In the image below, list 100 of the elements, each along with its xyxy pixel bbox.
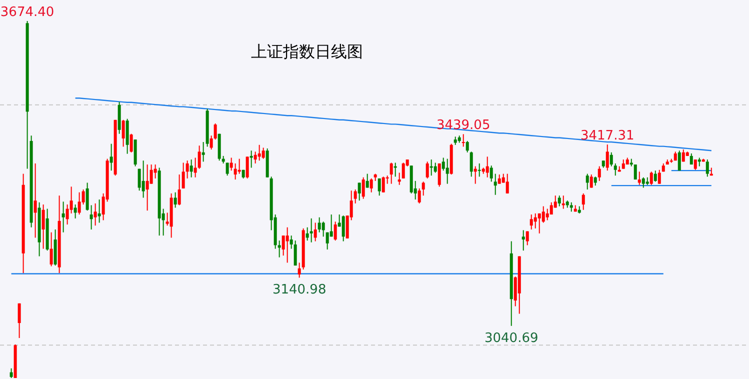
- candlestick: [50, 232, 53, 267]
- candlestick: [418, 188, 421, 204]
- candlestick: [582, 192, 585, 210]
- candlestick: [202, 142, 205, 162]
- candlestick: [606, 144, 609, 172]
- candlestick: [310, 218, 313, 243]
- candlestick: [638, 171, 641, 186]
- candlestick: [486, 156, 489, 178]
- candlestick: [422, 181, 425, 196]
- candlestick: [494, 173, 497, 196]
- candlestick: [74, 204, 77, 219]
- candlestick: [226, 162, 229, 176]
- candlestick: [90, 204, 93, 230]
- candlestick: [358, 182, 361, 202]
- candlestick: [94, 202, 97, 226]
- candlestick: [398, 172, 401, 186]
- candlestick: [530, 214, 533, 230]
- candlestick: [130, 133, 133, 153]
- candlestick: [634, 164, 637, 180]
- candlestick: [174, 192, 177, 208]
- candlestick: [10, 368, 13, 378]
- candlestick: [678, 150, 681, 172]
- candlestick: [354, 189, 357, 204]
- candlestick: [142, 160, 145, 198]
- candlestick: [658, 169, 661, 184]
- candlestick: [86, 182, 89, 212]
- candlestick: [462, 134, 465, 148]
- candlestick: [322, 221, 325, 238]
- candlestick: [234, 162, 237, 180]
- candlestick: [694, 159, 697, 170]
- candlestick: [558, 195, 561, 207]
- candlestick: [290, 235, 293, 250]
- candlestick: [382, 176, 385, 193]
- candlestick: [34, 162, 37, 238]
- candlestick: [650, 171, 653, 186]
- candlestick: [326, 232, 329, 250]
- candlestick: [110, 143, 113, 172]
- candlestick: [546, 208, 549, 221]
- candlestick: [246, 156, 249, 179]
- annotation: 3140.98: [272, 282, 326, 298]
- annotation: 3417.31: [580, 128, 634, 144]
- candlestick: [526, 230, 529, 246]
- candlestick: [186, 160, 189, 179]
- candlestick: [146, 164, 149, 212]
- candlestick: [378, 178, 381, 196]
- candlestick: [622, 159, 625, 170]
- candlestick: [190, 159, 193, 178]
- candlestick: [370, 178, 373, 193]
- candlestick: [466, 140, 469, 153]
- candlestick: [138, 168, 141, 192]
- candlestick: [18, 302, 21, 339]
- candlestick: [282, 235, 285, 256]
- candlestick: [334, 221, 337, 242]
- candlestick: [586, 173, 589, 190]
- candlestick: [706, 159, 709, 178]
- candlestick: [362, 176, 365, 200]
- candlestick: [182, 162, 185, 189]
- candlestick: [442, 157, 445, 172]
- candlestick: [522, 230, 525, 252]
- candlestick: [66, 204, 69, 225]
- candlestick: [366, 173, 369, 188]
- candlestick: [214, 122, 217, 140]
- candlestick: [42, 204, 45, 250]
- candlestick: [294, 240, 297, 266]
- candlestick: [258, 144, 261, 162]
- candlestick: [306, 226, 309, 242]
- candlestick: [254, 151, 257, 164]
- candlestick: [598, 166, 601, 182]
- candlestick: [542, 206, 545, 224]
- candlestick: [570, 202, 573, 212]
- candlestick: [590, 174, 593, 188]
- candlestick: [498, 174, 501, 184]
- candlestick: [98, 199, 101, 224]
- candlestick: [314, 222, 317, 242]
- candlestick: [62, 201, 65, 233]
- candlestick: [298, 262, 301, 278]
- candlestick: [262, 147, 265, 160]
- candlestick: [434, 162, 437, 174]
- text: 上证指数日线图: [251, 42, 364, 61]
- candlestick: [550, 202, 553, 215]
- candlestick: [470, 151, 473, 178]
- candlestick: [446, 158, 449, 184]
- candlestick: [426, 161, 429, 179]
- annotation: 3674.40: [0, 5, 54, 20]
- candlestick: [610, 152, 613, 167]
- candlestick: [278, 240, 281, 258]
- candlestick: [438, 162, 441, 188]
- candlestick: [390, 162, 393, 184]
- annotation: 3040.69: [484, 330, 538, 346]
- candlestick: [78, 192, 81, 215]
- candlestick: [122, 119, 125, 148]
- candlestick: [198, 145, 201, 170]
- annotation: 3439.05: [436, 118, 490, 134]
- candlestick: [490, 165, 493, 182]
- candlestick: [538, 212, 541, 234]
- candlestick: [506, 173, 509, 194]
- candlestick: [654, 170, 657, 182]
- candlestick: [642, 176, 645, 188]
- candlestick: [342, 215, 345, 242]
- candlestick: [230, 157, 233, 172]
